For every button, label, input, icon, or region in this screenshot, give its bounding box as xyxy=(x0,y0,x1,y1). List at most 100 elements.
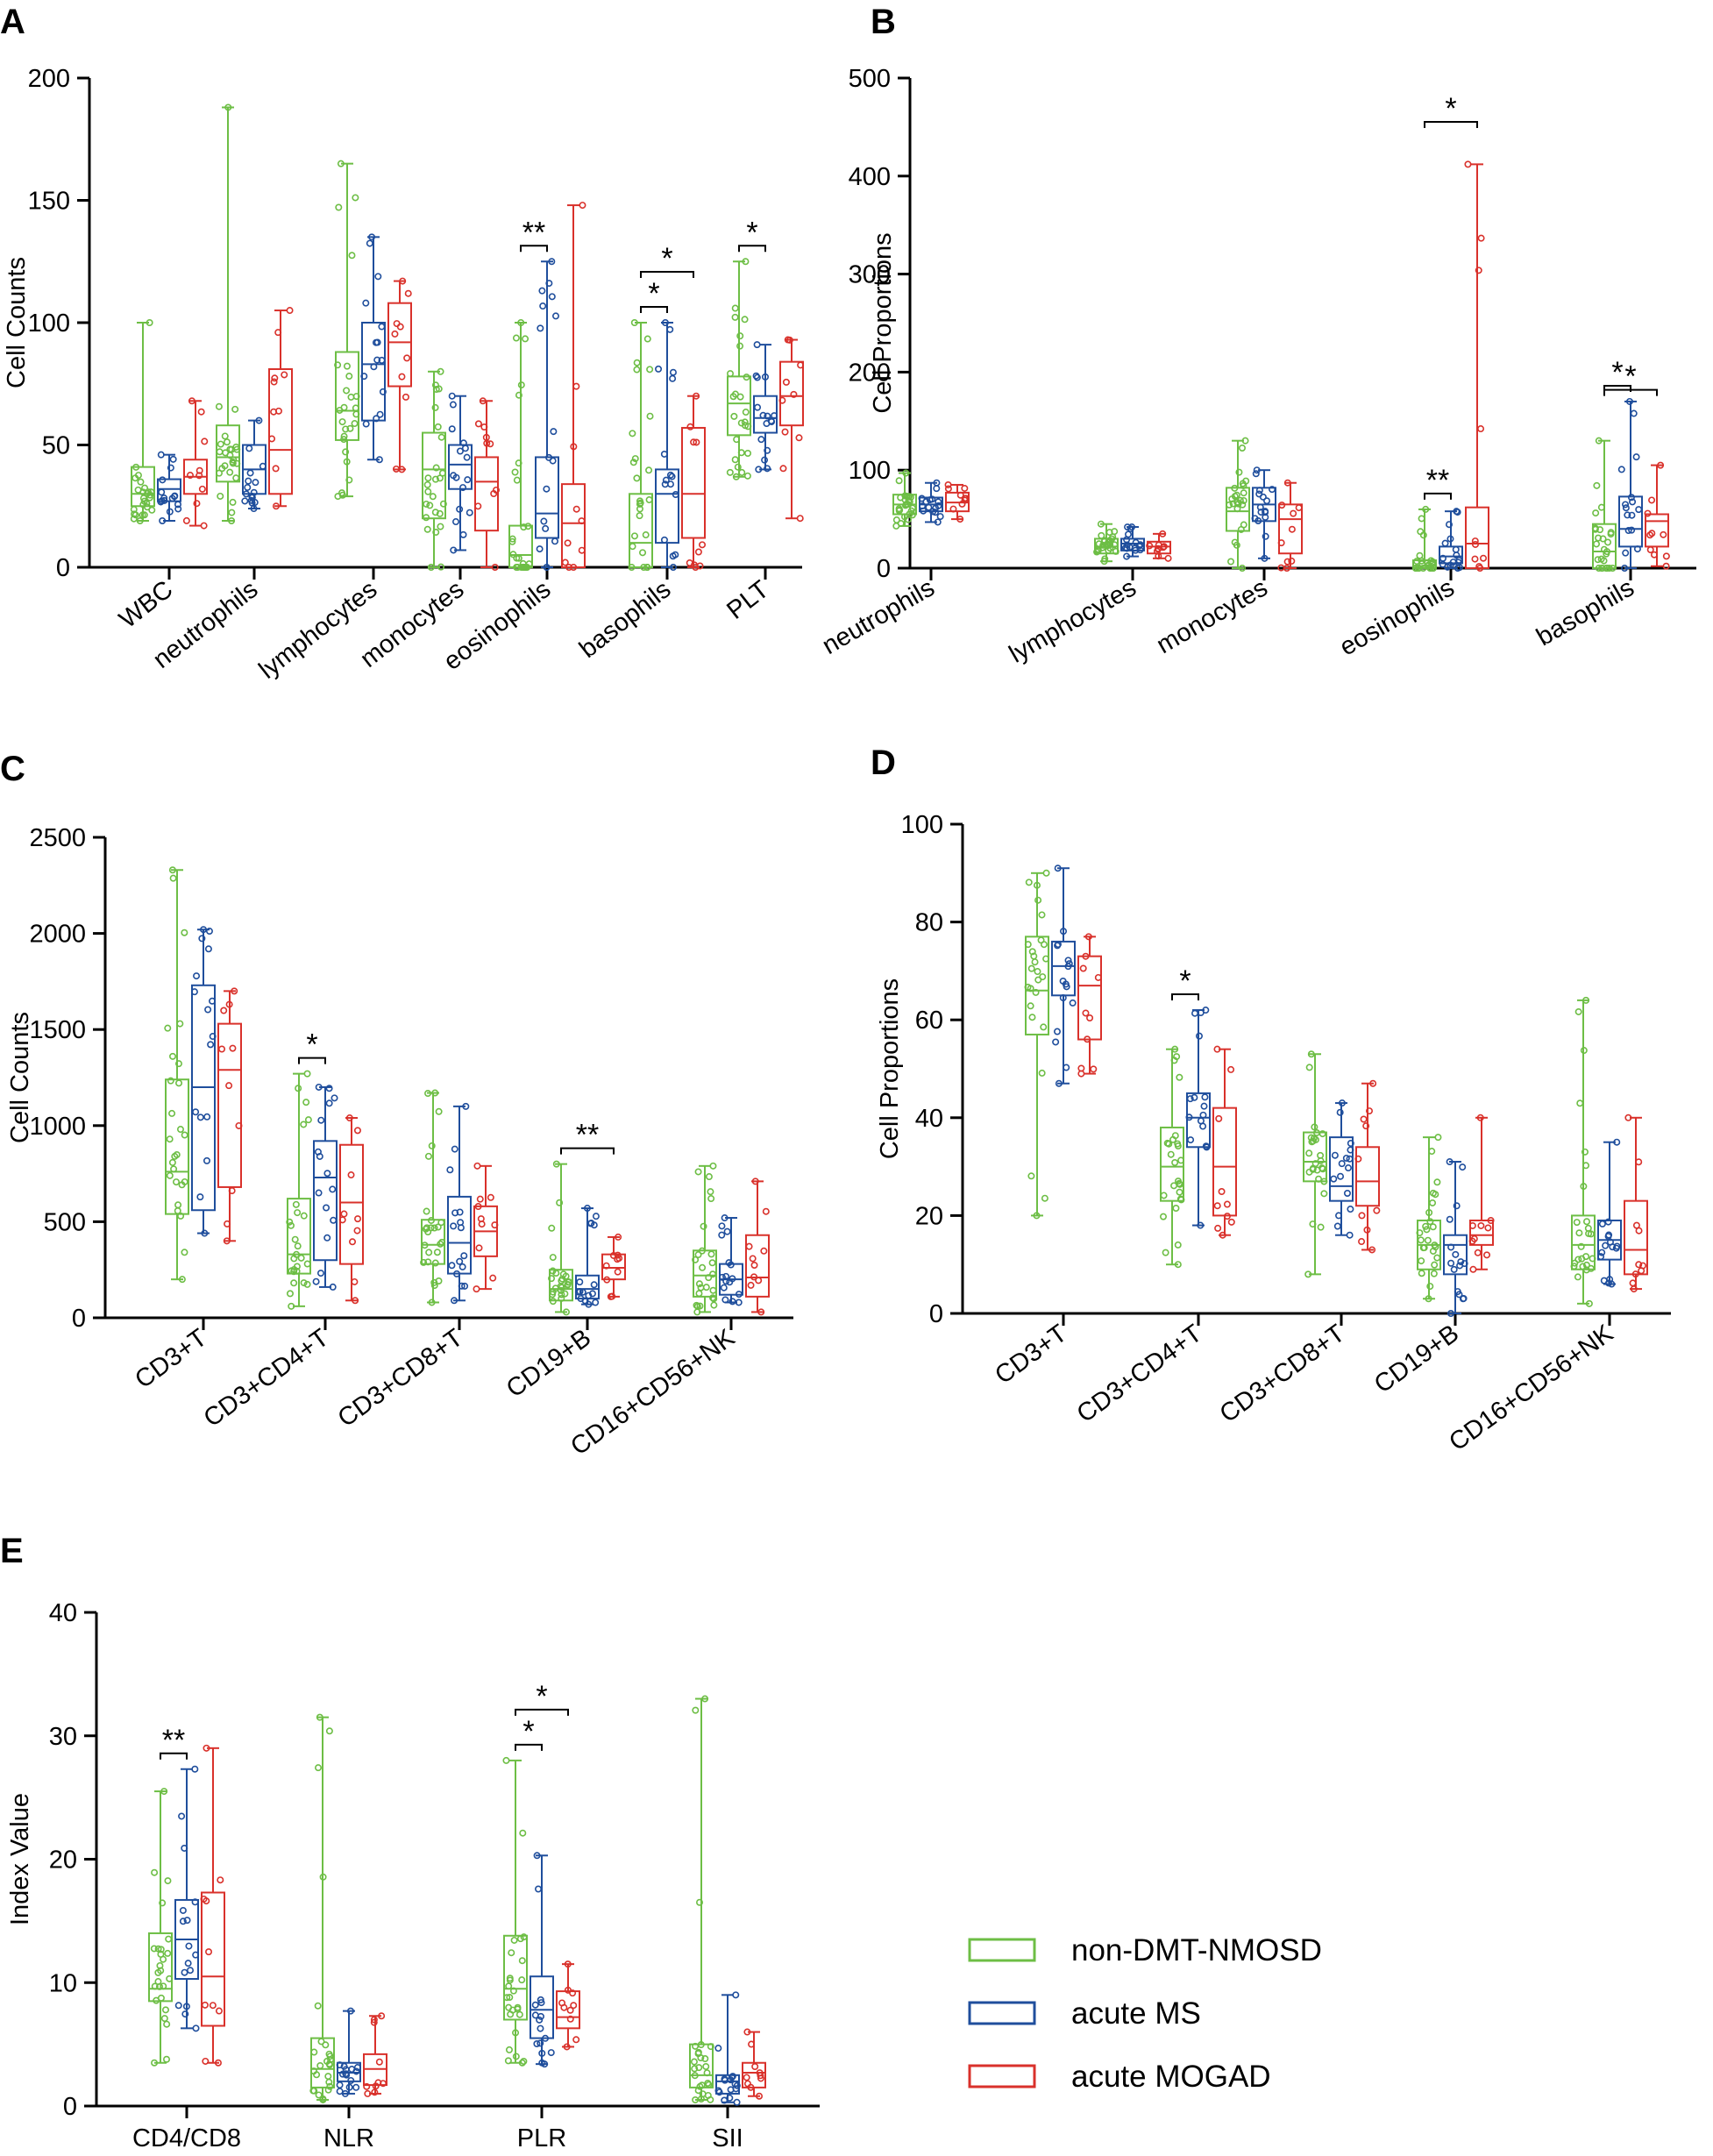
box-acute-mogad xyxy=(1146,530,1172,562)
data-point xyxy=(1424,1236,1432,1244)
box-non-dmt-nmosd xyxy=(689,1695,714,2103)
data-point xyxy=(242,490,250,498)
data-point xyxy=(251,499,259,507)
data-point xyxy=(1256,503,1264,511)
data-point xyxy=(491,1221,499,1229)
data-point xyxy=(140,511,148,519)
panel-letter: D xyxy=(871,744,896,782)
data-point xyxy=(171,492,179,500)
data-point xyxy=(666,480,674,488)
data-point xyxy=(1464,160,1472,168)
data-point xyxy=(1469,1265,1477,1273)
data-point xyxy=(570,2002,578,2010)
iqr-box xyxy=(313,1140,338,1262)
data-point xyxy=(505,2046,513,2053)
data-point xyxy=(244,483,252,491)
data-point xyxy=(1487,1216,1495,1224)
iqr-box xyxy=(1443,1234,1468,1276)
data-point xyxy=(352,2083,360,2091)
data-point xyxy=(785,336,793,344)
data-point xyxy=(714,2087,722,2095)
data-point xyxy=(563,2043,571,2051)
data-point xyxy=(209,2002,217,2010)
data-point xyxy=(1593,481,1601,489)
data-point xyxy=(1028,948,1036,956)
data-point xyxy=(1185,1114,1193,1121)
data-point xyxy=(1592,509,1600,517)
significance-label: * xyxy=(306,1028,317,1062)
box-acute-mogad xyxy=(1077,933,1102,1078)
data-point xyxy=(1159,530,1167,537)
data-point xyxy=(1290,509,1297,517)
data-point xyxy=(1573,1219,1581,1227)
data-point xyxy=(246,469,254,477)
box-acute-mogad xyxy=(1624,1114,1648,1293)
data-point xyxy=(646,412,654,420)
data-point xyxy=(424,487,432,495)
data-point xyxy=(1218,1188,1226,1196)
data-point xyxy=(1600,1277,1608,1284)
data-point xyxy=(1574,1256,1582,1263)
data-point xyxy=(531,2011,539,2019)
data-point xyxy=(161,2006,169,2014)
data-point xyxy=(363,2082,371,2090)
data-point xyxy=(1454,509,1461,516)
data-point xyxy=(1429,1199,1437,1206)
data-point xyxy=(514,563,522,571)
data-point xyxy=(636,505,643,513)
box-acute-mogad xyxy=(268,307,294,510)
data-point xyxy=(146,318,153,326)
data-point xyxy=(1227,558,1235,566)
data-point xyxy=(515,459,522,467)
data-point xyxy=(139,495,147,502)
data-point xyxy=(694,548,702,556)
data-point xyxy=(744,449,752,457)
data-point xyxy=(1053,1028,1061,1035)
box-acute-ms xyxy=(574,1205,600,1308)
data-point xyxy=(436,509,444,517)
data-point xyxy=(561,559,569,566)
data-point xyxy=(1262,513,1269,521)
data-point xyxy=(734,463,742,471)
data-point xyxy=(537,1999,545,2007)
bracket-line xyxy=(515,1708,569,1716)
data-point xyxy=(1459,1163,1467,1171)
data-point xyxy=(158,488,166,496)
data-point xyxy=(134,472,142,480)
data-point xyxy=(661,318,669,326)
data-point xyxy=(473,1285,480,1293)
x-tick-label: PLT xyxy=(721,575,774,625)
data-point xyxy=(303,1280,311,1288)
data-point xyxy=(229,1044,237,1052)
data-point xyxy=(742,258,750,266)
iqr-box xyxy=(339,1143,364,1265)
data-point xyxy=(167,464,174,472)
data-point xyxy=(549,1254,557,1262)
data-point xyxy=(336,406,344,414)
data-point xyxy=(1052,1038,1060,1046)
data-point xyxy=(362,420,370,428)
data-point xyxy=(448,425,456,433)
data-point xyxy=(315,2091,323,2099)
data-point xyxy=(378,323,386,331)
data-point xyxy=(1269,486,1276,494)
data-point xyxy=(1427,557,1435,565)
data-point xyxy=(531,2001,539,2009)
data-point xyxy=(423,525,431,533)
data-point xyxy=(155,1982,163,1990)
data-point xyxy=(1354,1155,1362,1163)
box-non-dmt-nmosd xyxy=(148,1788,174,2067)
data-point xyxy=(450,1222,458,1230)
data-point xyxy=(343,2071,351,2079)
data-point xyxy=(338,1216,346,1224)
data-point xyxy=(538,287,546,295)
data-point xyxy=(693,392,700,400)
data-point xyxy=(325,1099,333,1107)
box-acute-ms xyxy=(336,2007,361,2097)
data-point xyxy=(782,378,790,386)
data-point xyxy=(515,391,522,399)
y-tick-label: 1000 xyxy=(29,1113,86,1141)
box-acute-mogad xyxy=(182,397,209,530)
box-acute-ms xyxy=(535,258,559,571)
data-point xyxy=(1613,1242,1621,1250)
